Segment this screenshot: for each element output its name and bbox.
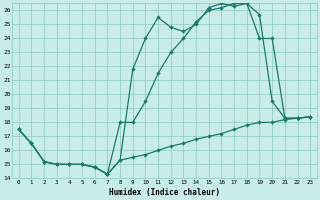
- X-axis label: Humidex (Indice chaleur): Humidex (Indice chaleur): [109, 188, 220, 197]
